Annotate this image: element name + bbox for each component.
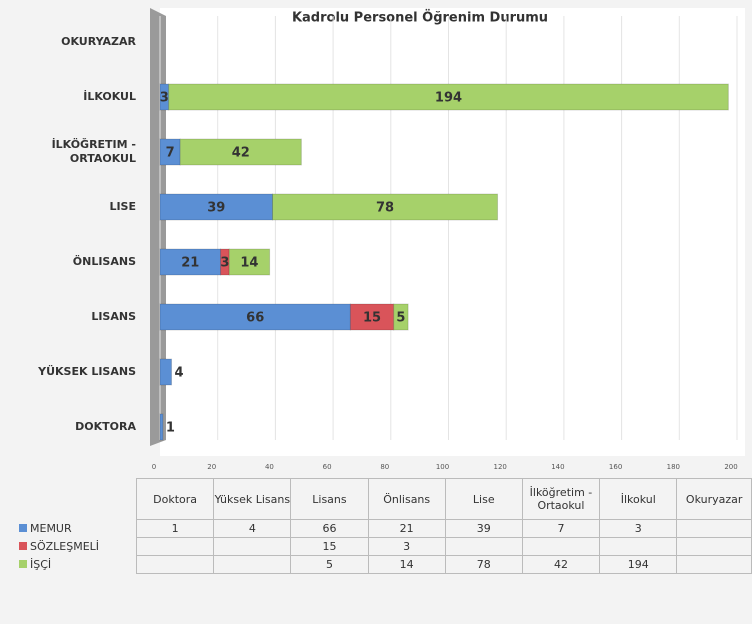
table-cell: [444, 537, 523, 556]
table-cell: [213, 537, 292, 556]
table-cell: 7: [521, 519, 601, 538]
table-header: Lisans: [290, 478, 369, 520]
table-header-row: Doktora Yüksek Lisans Lisans Önlisans Lise İl…: [15, 478, 752, 520]
x-tick-label: 180: [667, 463, 680, 471]
table-cell: [135, 555, 215, 574]
data-label: 21: [181, 256, 199, 271]
table-corner: [15, 478, 137, 520]
table-cell: 3: [599, 519, 678, 538]
legend-entry: MEMUR: [15, 519, 137, 538]
table-cell: [599, 537, 678, 556]
x-tick-label: 0: [152, 463, 156, 471]
y-tick-label: İLKOKUL: [83, 90, 136, 103]
data-label: 1: [166, 421, 175, 436]
table-cell: [521, 537, 601, 556]
y-tick-label: LISE: [109, 200, 136, 213]
bar-segment: [393, 303, 409, 331]
table-cell: [676, 537, 752, 556]
legend-entry: SÖZLEŞMELİ: [15, 537, 137, 556]
table-cell: 194: [599, 555, 678, 574]
table-header: Önlisans: [367, 478, 446, 520]
table-header: Lise: [444, 478, 523, 520]
legend-swatch: [19, 560, 27, 568]
table-cell: 3: [367, 537, 446, 556]
legend-swatch: [19, 542, 27, 550]
table-header: İlköğretim - Ortaokul: [521, 478, 601, 520]
table-header: İlkokul: [599, 478, 678, 520]
data-table: Doktora Yüksek Lisans Lisans Önlisans Lise İl…: [15, 478, 752, 574]
table-row: MEMUR 1 4 66 21 39 7 3: [15, 519, 752, 538]
table-cell: 78: [444, 555, 523, 574]
table-cell: 42: [521, 555, 601, 574]
table-cell: 14: [367, 555, 446, 574]
table-cell: 66: [290, 519, 369, 538]
bar-segment: [159, 248, 222, 276]
plot-area: [160, 8, 745, 456]
table-cell: 5: [290, 555, 369, 574]
data-label: 3: [160, 91, 169, 106]
x-tick-label: 200: [724, 463, 737, 471]
table-cell: [676, 555, 752, 574]
data-label: 78: [376, 201, 394, 216]
data-label: 14: [240, 256, 258, 271]
bar-segment: [228, 248, 271, 276]
y-tick-label: YÜKSEK LISANS: [38, 365, 136, 378]
data-label: 5: [396, 311, 405, 326]
chart-title: Kadrolu Personel Öğrenim Durumu: [292, 10, 548, 26]
bar-segment: [159, 413, 164, 441]
bar-segment: [349, 303, 395, 331]
table-cell: [213, 555, 292, 574]
x-tick-label: 100: [436, 463, 449, 471]
data-label: 4: [175, 366, 184, 381]
x-tick-label: 160: [609, 463, 622, 471]
table-row: SÖZLEŞMELİ 15 3: [15, 537, 752, 556]
bar-segment: [179, 138, 302, 166]
table-cell: 1: [135, 519, 215, 538]
table-cell: 4: [213, 519, 292, 538]
bar-segment: [159, 358, 173, 386]
data-label: 194: [435, 91, 462, 106]
x-tick-label: 20: [207, 463, 216, 471]
bar-segment: [159, 303, 351, 331]
legend-label: SÖZLEŞMELİ: [30, 540, 100, 553]
legend-label: MEMUR: [30, 522, 72, 535]
bar-segment: [168, 83, 729, 111]
legend-swatch: [19, 524, 27, 532]
x-tick-label: 60: [323, 463, 332, 471]
x-tick-label: 80: [380, 463, 389, 471]
table-cell: 39: [444, 519, 523, 538]
data-label: 42: [232, 146, 250, 161]
data-label: 66: [246, 311, 264, 326]
data-label: 39: [207, 201, 225, 216]
data-label: 7: [166, 146, 175, 161]
legend-label: İŞÇİ: [30, 558, 52, 571]
axis-wall: [150, 8, 166, 446]
table-header: Doktora: [135, 478, 215, 520]
table-cell: [135, 537, 215, 556]
x-tick-label: 40: [265, 463, 274, 471]
y-tick-label: LISANS: [91, 310, 136, 323]
data-label: 3: [220, 256, 229, 271]
table-header: Okuryazar: [676, 478, 752, 520]
x-tick-label: 120: [494, 463, 507, 471]
table-header: Yüksek Lisans: [213, 478, 292, 520]
table-cell: 15: [290, 537, 369, 556]
y-tick-label: İLKÖĞRETIM - ORTAOKUL: [51, 138, 136, 165]
bar-segment: [159, 193, 274, 221]
table-row: İŞÇİ 5 14 78 42 194: [15, 555, 752, 574]
legend-entry: İŞÇİ: [15, 555, 137, 574]
y-tick-label: ÖNLISANS: [72, 255, 136, 268]
y-tick-label: DOKTORA: [75, 420, 136, 433]
bar-segment: [272, 193, 499, 221]
table-cell: 21: [367, 519, 446, 538]
data-label: 15: [363, 311, 381, 326]
y-tick-label: OKURYAZAR: [61, 35, 136, 48]
x-tick-label: 140: [551, 463, 564, 471]
table-cell: [676, 519, 752, 538]
